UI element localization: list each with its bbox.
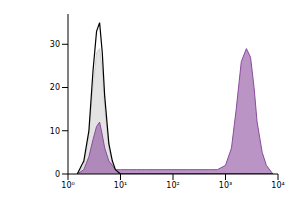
svg-text:20: 20 <box>50 83 60 92</box>
svg-text:10⁰: 10⁰ <box>61 181 74 190</box>
svg-text:10: 10 <box>50 127 60 136</box>
svg-text:0: 0 <box>55 170 60 179</box>
svg-text:10¹: 10¹ <box>114 181 127 190</box>
svg-text:30: 30 <box>50 40 60 49</box>
svg-text:10⁴: 10⁴ <box>271 181 284 190</box>
svg-text:10²: 10² <box>166 181 179 190</box>
svg-text:10³: 10³ <box>219 181 232 190</box>
